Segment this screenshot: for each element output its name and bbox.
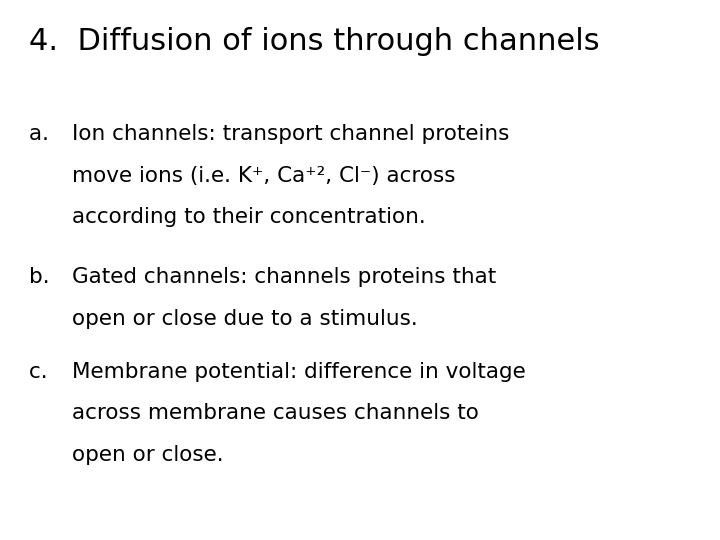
Text: across membrane causes channels to: across membrane causes channels to <box>72 403 479 423</box>
Text: according to their concentration.: according to their concentration. <box>72 207 426 227</box>
Text: open or close due to a stimulus.: open or close due to a stimulus. <box>72 309 418 329</box>
Text: 4.  Diffusion of ions through channels: 4. Diffusion of ions through channels <box>29 27 600 56</box>
Text: open or close.: open or close. <box>72 445 224 465</box>
Text: c.: c. <box>29 362 54 382</box>
Text: move ions (i.e. K⁺, Ca⁺², Cl⁻) across: move ions (i.e. K⁺, Ca⁺², Cl⁻) across <box>72 166 456 186</box>
Text: b.: b. <box>29 267 56 287</box>
Text: Membrane potential: difference in voltage: Membrane potential: difference in voltag… <box>72 362 526 382</box>
Text: Ion channels: transport channel proteins: Ion channels: transport channel proteins <box>72 124 509 144</box>
Text: a.: a. <box>29 124 55 144</box>
Text: Gated channels: channels proteins that: Gated channels: channels proteins that <box>72 267 496 287</box>
